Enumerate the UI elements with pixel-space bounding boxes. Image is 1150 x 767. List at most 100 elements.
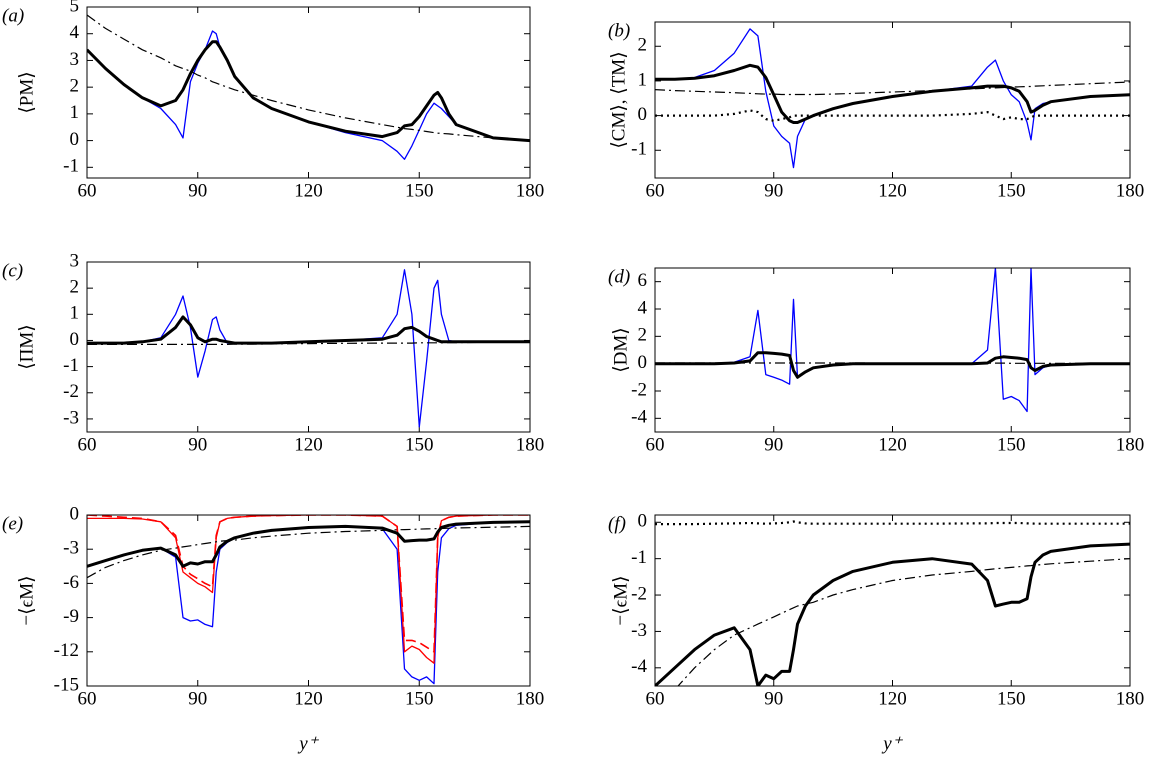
y-tick-label: 3: [70, 49, 80, 70]
y-tick-label: 1: [70, 102, 80, 123]
axes-frame: [87, 262, 530, 432]
series-line: [655, 110, 1130, 120]
x-tick-label: 90: [188, 434, 207, 455]
y-tick-label: -1: [631, 547, 647, 568]
plot-area: [87, 15, 530, 159]
panel-label: (b): [608, 20, 630, 41]
series-line: [655, 29, 1130, 168]
y-tick-label: -3: [631, 620, 647, 641]
plot-area: [87, 515, 530, 684]
y-axis-label: ⟨PM⟩: [16, 71, 37, 113]
x-axis-label: y⁺: [881, 733, 903, 754]
panel-label: (e): [2, 513, 23, 534]
y-tick-label: 1: [638, 69, 648, 90]
y-tick-label: -4: [631, 407, 647, 428]
x-tick-label: 180: [1116, 180, 1145, 201]
series-line: [655, 268, 1130, 412]
y-tick-label: 2: [638, 35, 648, 56]
x-tick-label: 180: [516, 180, 545, 201]
y-tick-label: 1: [70, 303, 80, 324]
series-line: [87, 515, 530, 652]
x-tick-label: 90: [764, 688, 783, 709]
plot-area: [655, 29, 1130, 168]
y-tick-label: 6: [638, 270, 648, 291]
x-tick-label: 150: [997, 434, 1026, 455]
y-tick-label: 4: [638, 297, 648, 318]
x-tick-label: 120: [294, 688, 323, 709]
x-tick-label: 60: [646, 434, 665, 455]
panel-label: (a): [2, 5, 24, 26]
series-line: [655, 82, 1130, 95]
x-tick-label: 150: [997, 180, 1026, 201]
x-tick-label: 120: [878, 180, 907, 201]
y-tick-label: -2: [631, 583, 647, 604]
x-tick-label: 90: [764, 434, 783, 455]
y-tick-label: 2: [70, 277, 80, 298]
series-line: [655, 65, 1130, 122]
x-tick-label: 150: [405, 434, 434, 455]
y-tick-label: -9: [63, 606, 79, 627]
y-tick-label: -15: [54, 674, 79, 695]
x-tick-label: 60: [646, 180, 665, 201]
x-tick-label: 180: [516, 434, 545, 455]
y-tick-label: 0: [70, 129, 80, 150]
series-line: [87, 522, 530, 567]
panel-label: (f): [608, 513, 626, 534]
y-tick-label: -3: [63, 407, 79, 428]
plot-area: [655, 268, 1130, 412]
x-tick-label: 150: [997, 688, 1026, 709]
x-tick-label: 90: [188, 688, 207, 709]
x-tick-label: 90: [188, 180, 207, 201]
y-tick-label: -2: [63, 381, 79, 402]
x-tick-label: 90: [764, 180, 783, 201]
axes-frame: [87, 515, 530, 686]
x-tick-label: 150: [405, 180, 434, 201]
x-tick-label: 180: [516, 688, 545, 709]
series-line: [87, 522, 530, 684]
y-tick-label: 0: [638, 511, 648, 532]
y-axis-label: ⟨ΠM⟩: [16, 324, 37, 369]
y-tick-label: 2: [70, 76, 80, 97]
y-tick-label: -2: [631, 379, 647, 400]
y-tick-label: -3: [63, 538, 79, 559]
x-tick-label: 180: [1116, 434, 1145, 455]
x-tick-label: 60: [646, 688, 665, 709]
x-tick-label: 60: [78, 688, 97, 709]
axes-frame: [87, 7, 530, 178]
series-line: [87, 526, 530, 577]
series-line: [655, 353, 1130, 378]
series-line: [87, 31, 530, 159]
y-tick-label: -6: [63, 572, 79, 593]
x-tick-label: 120: [294, 180, 323, 201]
y-tick-label: 5: [70, 0, 80, 16]
y-tick-label: 0: [70, 503, 80, 524]
x-tick-label: 60: [78, 434, 97, 455]
panel-label: (c): [2, 260, 23, 281]
series-line: [87, 270, 530, 427]
y-tick-label: 0: [638, 104, 648, 125]
y-axis-label: −⟨ϵM⟩: [16, 575, 37, 625]
x-tick-label: 60: [78, 180, 97, 201]
y-tick-label: -12: [54, 640, 79, 661]
y-tick-label: -4: [631, 656, 647, 677]
series-line: [87, 42, 530, 141]
axes-frame: [655, 515, 1130, 686]
series-line: [655, 544, 1130, 686]
y-tick-label: 4: [70, 22, 80, 43]
x-tick-label: 150: [405, 688, 434, 709]
y-tick-label: -1: [63, 156, 79, 177]
y-axis-label: ⟨DM⟩: [610, 327, 631, 372]
panel-label: (d): [608, 266, 630, 287]
panel: 60 90 120 150 180 -1 0 1 2 3 4 5 (a) ⟨PM⟩: [2, 0, 544, 201]
y-tick-label: 2: [638, 325, 648, 346]
y-tick-label: -1: [63, 355, 79, 376]
x-tick-label: 120: [294, 434, 323, 455]
y-axis-label: ⟨CM⟩, ⟨TM⟩: [608, 51, 629, 148]
plot-area: [87, 270, 530, 427]
